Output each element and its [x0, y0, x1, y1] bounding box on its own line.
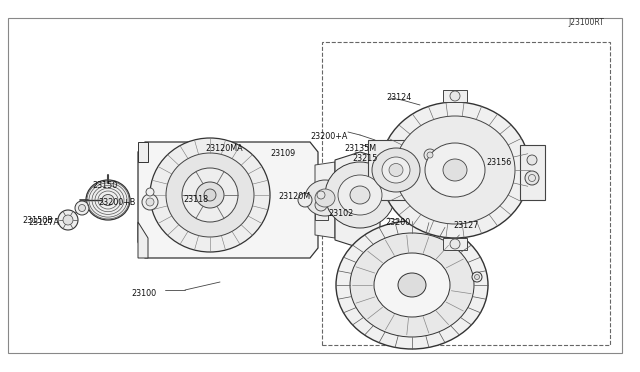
Text: 23200: 23200: [385, 218, 410, 227]
Circle shape: [427, 152, 433, 158]
Circle shape: [317, 191, 325, 199]
Ellipse shape: [150, 138, 270, 252]
Ellipse shape: [372, 148, 420, 192]
Circle shape: [58, 210, 78, 230]
Circle shape: [298, 193, 312, 207]
Polygon shape: [368, 140, 448, 200]
Text: 23150: 23150: [92, 180, 117, 189]
Ellipse shape: [425, 143, 485, 197]
Ellipse shape: [374, 253, 450, 317]
Circle shape: [142, 194, 158, 210]
Polygon shape: [138, 222, 148, 258]
Circle shape: [146, 188, 154, 196]
Text: 23120M: 23120M: [278, 192, 310, 201]
Ellipse shape: [305, 180, 345, 216]
Ellipse shape: [102, 195, 114, 205]
Circle shape: [63, 215, 73, 225]
Text: 23156: 23156: [486, 157, 511, 167]
Text: 23102: 23102: [328, 208, 353, 218]
Text: 23109: 23109: [270, 148, 295, 157]
Circle shape: [424, 149, 436, 161]
Ellipse shape: [350, 186, 370, 204]
Polygon shape: [315, 185, 328, 220]
Polygon shape: [443, 90, 467, 102]
Ellipse shape: [166, 153, 254, 237]
Ellipse shape: [350, 233, 474, 337]
Text: 23118: 23118: [183, 195, 208, 203]
Circle shape: [75, 201, 89, 215]
Text: 23120MA: 23120MA: [205, 144, 243, 153]
Circle shape: [450, 239, 460, 249]
Text: 23124: 23124: [386, 93, 412, 102]
Ellipse shape: [398, 273, 426, 297]
Polygon shape: [443, 238, 467, 250]
Ellipse shape: [196, 182, 224, 208]
Polygon shape: [138, 142, 318, 258]
Ellipse shape: [389, 164, 403, 176]
Polygon shape: [520, 145, 545, 200]
Ellipse shape: [325, 162, 395, 228]
Circle shape: [525, 171, 539, 185]
Polygon shape: [335, 152, 380, 248]
Text: 23127A: 23127A: [28, 218, 59, 227]
Bar: [322, 42, 610, 345]
Polygon shape: [315, 162, 335, 238]
Circle shape: [146, 198, 154, 206]
Ellipse shape: [86, 180, 130, 220]
Text: 23135M: 23135M: [344, 144, 376, 153]
Circle shape: [79, 205, 86, 212]
Ellipse shape: [380, 102, 530, 238]
Circle shape: [315, 199, 327, 211]
Text: 23127: 23127: [453, 221, 478, 230]
Circle shape: [474, 275, 479, 279]
Text: J23100RT: J23100RT: [568, 17, 604, 26]
Text: 23150B: 23150B: [22, 215, 52, 224]
Ellipse shape: [382, 157, 410, 183]
Circle shape: [431, 180, 441, 190]
Text: 23200+A: 23200+A: [310, 131, 348, 141]
Ellipse shape: [182, 168, 238, 222]
Ellipse shape: [204, 189, 216, 201]
Text: 23215: 23215: [352, 154, 378, 163]
Ellipse shape: [336, 221, 488, 349]
Circle shape: [527, 155, 537, 165]
Ellipse shape: [395, 116, 515, 224]
Ellipse shape: [338, 175, 382, 215]
Ellipse shape: [443, 159, 467, 181]
Circle shape: [472, 272, 482, 282]
Text: 23200+B: 23200+B: [98, 198, 136, 206]
Ellipse shape: [315, 189, 335, 207]
Circle shape: [450, 91, 460, 101]
Text: 23100: 23100: [131, 289, 156, 298]
Polygon shape: [138, 142, 148, 162]
